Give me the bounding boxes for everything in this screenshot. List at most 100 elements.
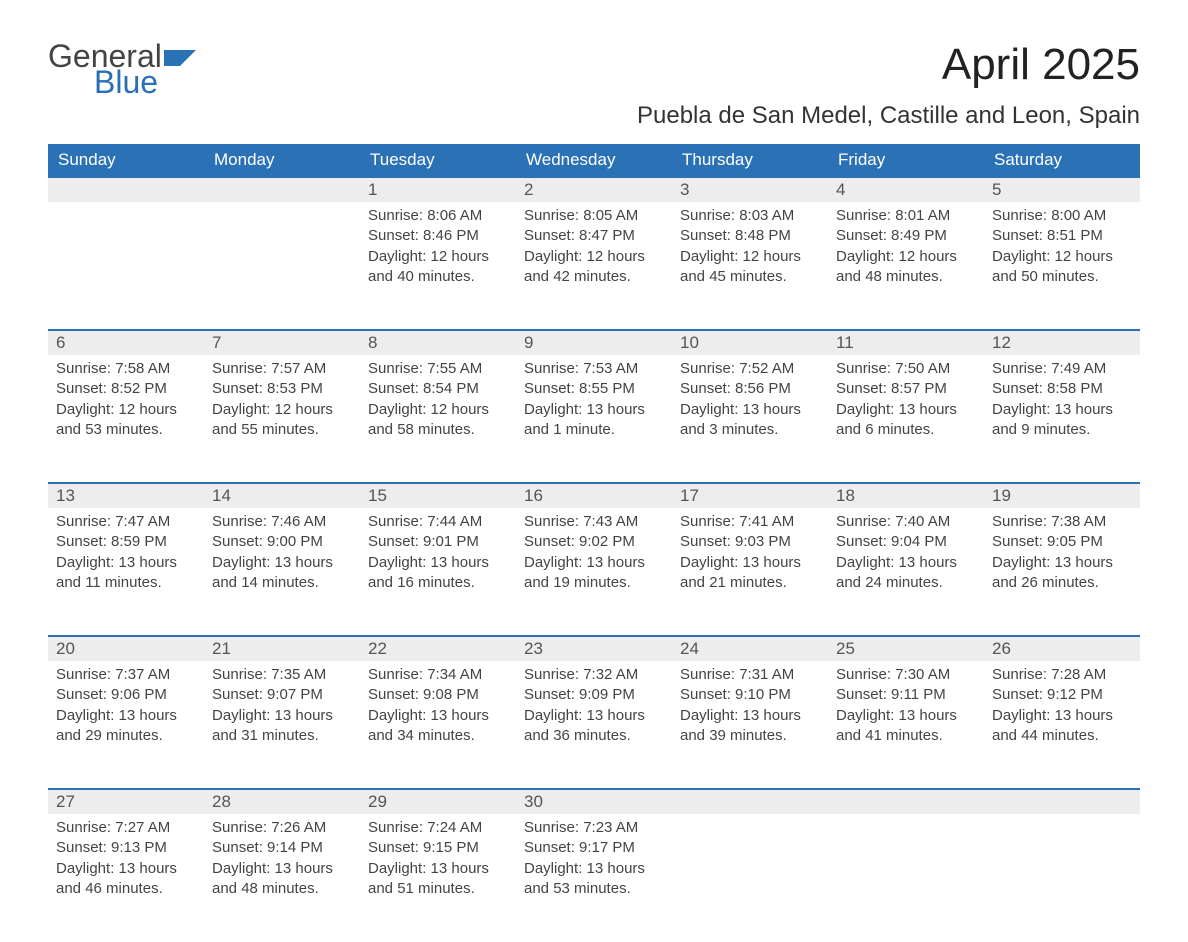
- day-cell: Sunrise: 7:57 AMSunset: 8:53 PMDaylight:…: [204, 355, 360, 483]
- day-number-cell: 20: [48, 636, 204, 661]
- day-number: 22: [360, 637, 516, 661]
- day-cell: Sunrise: 7:46 AMSunset: 9:00 PMDaylight:…: [204, 508, 360, 636]
- day-cell: Sunrise: 7:24 AMSunset: 9:15 PMDaylight:…: [360, 814, 516, 942]
- day-number-cell: 11: [828, 330, 984, 355]
- day-number: 11: [828, 331, 984, 355]
- empty-day-cell: [828, 814, 984, 942]
- day-cell: Sunrise: 8:00 AMSunset: 8:51 PMDaylight:…: [984, 202, 1140, 330]
- day-number: 15: [360, 484, 516, 508]
- day-data: Sunrise: 7:27 AMSunset: 9:13 PMDaylight:…: [48, 814, 204, 913]
- day-number-cell: 17: [672, 483, 828, 508]
- day-number: 21: [204, 637, 360, 661]
- day-data: Sunrise: 7:34 AMSunset: 9:08 PMDaylight:…: [360, 661, 516, 760]
- day-number: 12: [984, 331, 1140, 355]
- empty-daynum-cell: [672, 789, 828, 814]
- daynum-row: 13141516171819: [48, 483, 1140, 508]
- day-cell: Sunrise: 7:35 AMSunset: 9:07 PMDaylight:…: [204, 661, 360, 789]
- day-data: Sunrise: 7:24 AMSunset: 9:15 PMDaylight:…: [360, 814, 516, 913]
- day-number-cell: 27: [48, 789, 204, 814]
- day-cell: Sunrise: 7:50 AMSunset: 8:57 PMDaylight:…: [828, 355, 984, 483]
- day-data: Sunrise: 7:44 AMSunset: 9:01 PMDaylight:…: [360, 508, 516, 607]
- day-cell: Sunrise: 7:47 AMSunset: 8:59 PMDaylight:…: [48, 508, 204, 636]
- weekday-header: Friday: [828, 144, 984, 177]
- logo-word-blue: Blue: [94, 66, 198, 98]
- day-data-row: Sunrise: 7:47 AMSunset: 8:59 PMDaylight:…: [48, 508, 1140, 636]
- day-data: Sunrise: 7:35 AMSunset: 9:07 PMDaylight:…: [204, 661, 360, 760]
- day-number-cell: 2: [516, 177, 672, 202]
- day-cell: Sunrise: 7:34 AMSunset: 9:08 PMDaylight:…: [360, 661, 516, 789]
- title-block: April 2025 Puebla de San Medel, Castille…: [637, 40, 1140, 130]
- day-cell: Sunrise: 7:23 AMSunset: 9:17 PMDaylight:…: [516, 814, 672, 942]
- day-cell: Sunrise: 8:01 AMSunset: 8:49 PMDaylight:…: [828, 202, 984, 330]
- day-number: 1: [360, 178, 516, 202]
- day-number-cell: 8: [360, 330, 516, 355]
- day-data: Sunrise: 7:38 AMSunset: 9:05 PMDaylight:…: [984, 508, 1140, 607]
- daynum-row: 20212223242526: [48, 636, 1140, 661]
- day-number-cell: 29: [360, 789, 516, 814]
- daynum-row: 27282930: [48, 789, 1140, 814]
- day-number-cell: 18: [828, 483, 984, 508]
- day-cell: Sunrise: 7:40 AMSunset: 9:04 PMDaylight:…: [828, 508, 984, 636]
- empty-day-cell: [672, 814, 828, 942]
- day-data: Sunrise: 7:37 AMSunset: 9:06 PMDaylight:…: [48, 661, 204, 760]
- day-number-cell: 9: [516, 330, 672, 355]
- day-number-cell: 16: [516, 483, 672, 508]
- day-cell: Sunrise: 7:58 AMSunset: 8:52 PMDaylight:…: [48, 355, 204, 483]
- day-data: Sunrise: 8:06 AMSunset: 8:46 PMDaylight:…: [360, 202, 516, 301]
- empty-daynum-cell: [204, 177, 360, 202]
- day-cell: Sunrise: 7:52 AMSunset: 8:56 PMDaylight:…: [672, 355, 828, 483]
- day-number: 25: [828, 637, 984, 661]
- page-title: April 2025: [637, 40, 1140, 90]
- empty-daynum-cell: [984, 789, 1140, 814]
- day-number: 6: [48, 331, 204, 355]
- day-number-cell: 5: [984, 177, 1140, 202]
- day-number-cell: 21: [204, 636, 360, 661]
- day-number: 5: [984, 178, 1140, 202]
- day-number: 8: [360, 331, 516, 355]
- day-cell: Sunrise: 7:55 AMSunset: 8:54 PMDaylight:…: [360, 355, 516, 483]
- location-subtitle: Puebla de San Medel, Castille and Leon, …: [637, 102, 1140, 130]
- day-data-row: Sunrise: 7:37 AMSunset: 9:06 PMDaylight:…: [48, 661, 1140, 789]
- logo: General Blue: [48, 40, 198, 98]
- day-data: Sunrise: 7:30 AMSunset: 9:11 PMDaylight:…: [828, 661, 984, 760]
- day-number: 19: [984, 484, 1140, 508]
- day-cell: Sunrise: 7:38 AMSunset: 9:05 PMDaylight:…: [984, 508, 1140, 636]
- weekday-header-row: SundayMondayTuesdayWednesdayThursdayFrid…: [48, 144, 1140, 177]
- day-data-row: Sunrise: 7:27 AMSunset: 9:13 PMDaylight:…: [48, 814, 1140, 942]
- day-number-cell: 1: [360, 177, 516, 202]
- day-number-cell: 7: [204, 330, 360, 355]
- day-data: Sunrise: 7:57 AMSunset: 8:53 PMDaylight:…: [204, 355, 360, 454]
- day-number: 17: [672, 484, 828, 508]
- day-data: Sunrise: 7:23 AMSunset: 9:17 PMDaylight:…: [516, 814, 672, 913]
- day-data: Sunrise: 7:52 AMSunset: 8:56 PMDaylight:…: [672, 355, 828, 454]
- empty-day-cell: [48, 202, 204, 330]
- day-number-cell: 6: [48, 330, 204, 355]
- empty-day-cell: [204, 202, 360, 330]
- day-cell: Sunrise: 8:05 AMSunset: 8:47 PMDaylight:…: [516, 202, 672, 330]
- day-number: 30: [516, 790, 672, 814]
- day-number-cell: 13: [48, 483, 204, 508]
- day-number: 2: [516, 178, 672, 202]
- day-number-cell: 15: [360, 483, 516, 508]
- day-data: Sunrise: 7:55 AMSunset: 8:54 PMDaylight:…: [360, 355, 516, 454]
- day-number-cell: 3: [672, 177, 828, 202]
- day-data: Sunrise: 7:53 AMSunset: 8:55 PMDaylight:…: [516, 355, 672, 454]
- day-number-cell: 26: [984, 636, 1140, 661]
- weekday-header: Saturday: [984, 144, 1140, 177]
- day-cell: Sunrise: 7:44 AMSunset: 9:01 PMDaylight:…: [360, 508, 516, 636]
- day-cell: Sunrise: 7:32 AMSunset: 9:09 PMDaylight:…: [516, 661, 672, 789]
- day-data: Sunrise: 7:46 AMSunset: 9:00 PMDaylight:…: [204, 508, 360, 607]
- day-number: 28: [204, 790, 360, 814]
- day-number-cell: 23: [516, 636, 672, 661]
- day-number-cell: 30: [516, 789, 672, 814]
- day-data: Sunrise: 7:32 AMSunset: 9:09 PMDaylight:…: [516, 661, 672, 760]
- day-data: Sunrise: 8:00 AMSunset: 8:51 PMDaylight:…: [984, 202, 1140, 301]
- day-number-cell: 22: [360, 636, 516, 661]
- day-cell: Sunrise: 7:27 AMSunset: 9:13 PMDaylight:…: [48, 814, 204, 942]
- day-cell: Sunrise: 8:06 AMSunset: 8:46 PMDaylight:…: [360, 202, 516, 330]
- day-data: Sunrise: 7:28 AMSunset: 9:12 PMDaylight:…: [984, 661, 1140, 760]
- day-cell: Sunrise: 8:03 AMSunset: 8:48 PMDaylight:…: [672, 202, 828, 330]
- day-data: Sunrise: 7:49 AMSunset: 8:58 PMDaylight:…: [984, 355, 1140, 454]
- day-number-cell: 14: [204, 483, 360, 508]
- day-number-cell: 28: [204, 789, 360, 814]
